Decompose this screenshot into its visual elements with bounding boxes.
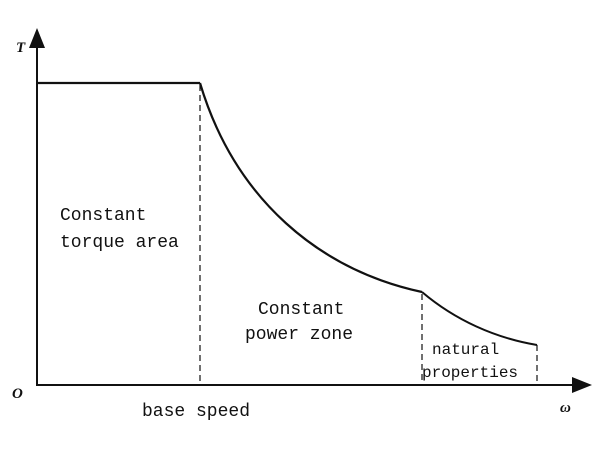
natural-properties-curve: [421, 291, 538, 346]
power-region-label-2: power zone: [245, 325, 353, 345]
y-axis-label: T: [16, 40, 26, 56]
origin-label: O: [12, 386, 23, 402]
x-axis-label: ω: [560, 400, 571, 416]
constant-power-curve: [198, 82, 423, 294]
natural-region-label-1: natural: [432, 341, 499, 359]
torque-region-label-1: Constant: [60, 206, 146, 226]
power-region-label-1: Constant: [258, 300, 344, 320]
natural-region-label-2: properties: [422, 364, 518, 382]
base-speed-label: base speed: [142, 402, 250, 422]
torque-region-label-2: torque area: [60, 233, 179, 253]
